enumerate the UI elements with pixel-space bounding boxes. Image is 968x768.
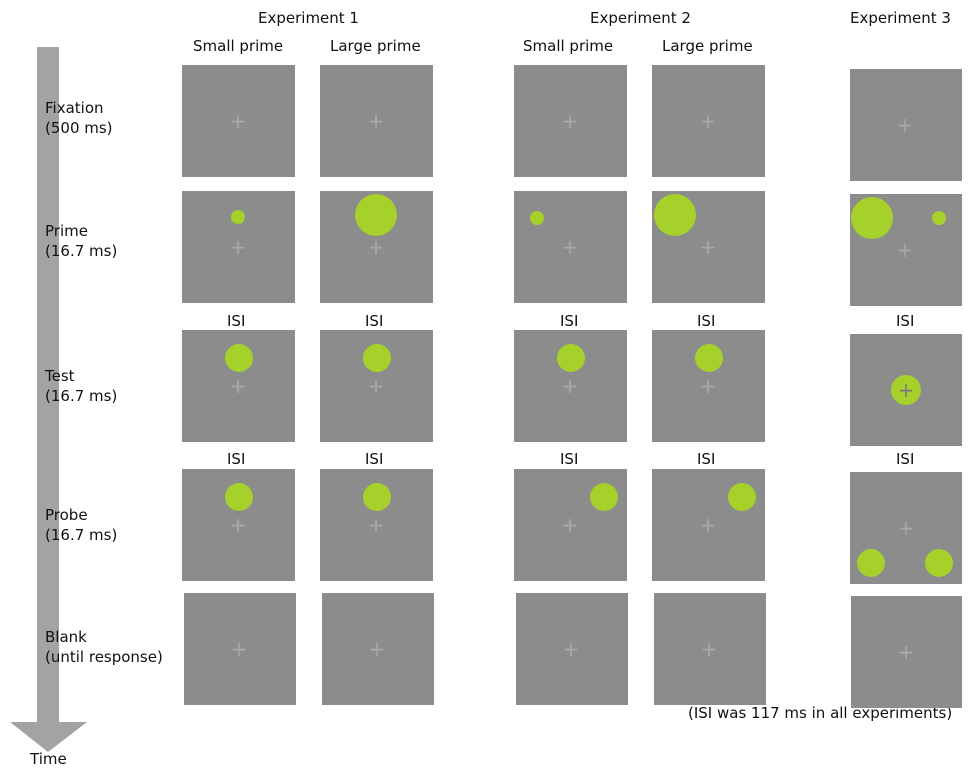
test-disc: [695, 344, 723, 372]
exp1-small-prime-header: Small prime: [193, 37, 284, 55]
probe-disc-left: [857, 549, 885, 577]
fixation-cross: +: [897, 640, 915, 664]
fixation-cross: +: [699, 513, 717, 537]
fixation-panel-exp2-large: +: [652, 65, 765, 177]
probe-panel-exp1-small: +: [182, 469, 295, 581]
stage-probe-duration: (16.7 ms): [45, 526, 118, 544]
probe-disc: [590, 483, 618, 511]
probe-panel-exp3: +: [850, 472, 962, 584]
blank-panel-exp1-small: +: [184, 593, 296, 705]
prime-panel-exp3: +: [850, 194, 962, 306]
fixation-cross: +: [897, 378, 915, 402]
isi-label: ISI: [697, 312, 716, 330]
small-prime-disc: [231, 210, 245, 224]
fixation-cross: +: [896, 238, 914, 262]
test-panel-exp3: +: [850, 334, 962, 446]
stage-test-duration: (16.7 ms): [45, 387, 118, 405]
small-prime-disc: [530, 211, 544, 225]
probe-panel-exp1-large: +: [320, 469, 433, 581]
prime-panel-exp2-small: +: [514, 191, 627, 303]
fixation-cross: +: [368, 637, 386, 661]
prime-panel-exp1-small: +: [182, 191, 295, 303]
isi-label: ISI: [227, 450, 246, 468]
time-arrow-shaft: [37, 47, 59, 727]
blank-panel-exp1-large: +: [322, 593, 434, 705]
test-panel-exp2-large: +: [652, 330, 765, 442]
experiment-3-title: Experiment 3: [850, 9, 951, 27]
experiment-1-title: Experiment 1: [258, 9, 359, 27]
fixation-cross: +: [367, 374, 385, 398]
test-disc: [225, 344, 253, 372]
large-prime-disc: [851, 197, 893, 239]
fixation-cross: +: [367, 513, 385, 537]
test-disc: [891, 375, 921, 405]
fixation-cross: +: [229, 235, 247, 259]
fixation-cross: +: [229, 513, 247, 537]
large-prime-disc: [355, 194, 397, 236]
fixation-cross: +: [229, 374, 247, 398]
blank-panel-exp2-large: +: [654, 593, 766, 705]
time-arrow-head: [10, 722, 87, 752]
fixation-cross: +: [699, 374, 717, 398]
test-panel-exp1-small: +: [182, 330, 295, 442]
isi-label: ISI: [896, 450, 915, 468]
stage-prime-name: Prime: [45, 222, 88, 240]
test-disc: [557, 344, 585, 372]
stage-prime-duration: (16.7 ms): [45, 242, 118, 260]
fixation-cross: +: [896, 113, 914, 137]
fixation-cross: +: [561, 513, 579, 537]
fixation-cross: +: [699, 235, 717, 259]
exp1-large-prime-header: Large prime: [330, 37, 421, 55]
probe-panel-exp2-small: +: [514, 469, 627, 581]
probe-disc: [225, 483, 253, 511]
fixation-panel-exp2-small: +: [514, 65, 627, 177]
isi-note: (ISI was 117 ms in all experiments): [688, 704, 953, 722]
fixation-cross: +: [561, 109, 579, 133]
experiment-2-title: Experiment 2: [590, 9, 691, 27]
exp2-small-prime-header: Small prime: [523, 37, 614, 55]
fixation-panel-exp1-large: +: [320, 65, 433, 177]
fixation-cross: +: [229, 109, 247, 133]
fixation-cross: +: [230, 637, 248, 661]
stage-blank-name: Blank: [45, 628, 87, 646]
isi-label: ISI: [227, 312, 246, 330]
isi-label: ISI: [560, 450, 579, 468]
blank-panel-exp3: +: [851, 596, 962, 708]
fixation-cross: +: [367, 109, 385, 133]
probe-disc-right: [925, 549, 953, 577]
time-arrow: [10, 47, 87, 752]
test-disc: [363, 344, 391, 372]
large-prime-disc: [654, 194, 696, 236]
prime-panel-exp2-large: +: [652, 191, 765, 303]
fixation-cross: +: [561, 235, 579, 259]
probe-disc: [363, 483, 391, 511]
fixation-cross: +: [367, 235, 385, 259]
small-prime-disc: [932, 211, 946, 225]
stage-fixation-name: Fixation: [45, 99, 104, 117]
fixation-panel-exp3: +: [850, 69, 962, 181]
fixation-cross: +: [897, 516, 915, 540]
prime-panel-exp1-large: +: [320, 191, 433, 303]
fixation-cross: +: [562, 637, 580, 661]
blank-panel-exp2-small: +: [516, 593, 628, 705]
test-panel-exp1-large: +: [320, 330, 433, 442]
probe-panel-exp2-large: +: [652, 469, 765, 581]
exp2-large-prime-header: Large prime: [662, 37, 753, 55]
fixation-cross: +: [700, 637, 718, 661]
fixation-panel-exp1-small: +: [182, 65, 295, 177]
stage-probe-name: Probe: [45, 506, 88, 524]
isi-label: ISI: [560, 312, 579, 330]
isi-label: ISI: [365, 450, 384, 468]
test-panel-exp2-small: +: [514, 330, 627, 442]
stage-test-name: Test: [45, 367, 75, 385]
stage-fixation-duration: (500 ms): [45, 119, 113, 137]
probe-disc: [728, 483, 756, 511]
fixation-cross: +: [561, 374, 579, 398]
isi-label: ISI: [697, 450, 716, 468]
stage-blank-duration: (until response): [45, 648, 163, 666]
fixation-cross: +: [699, 109, 717, 133]
isi-label: ISI: [365, 312, 384, 330]
time-label: Time: [30, 750, 67, 768]
isi-label: ISI: [896, 312, 915, 330]
